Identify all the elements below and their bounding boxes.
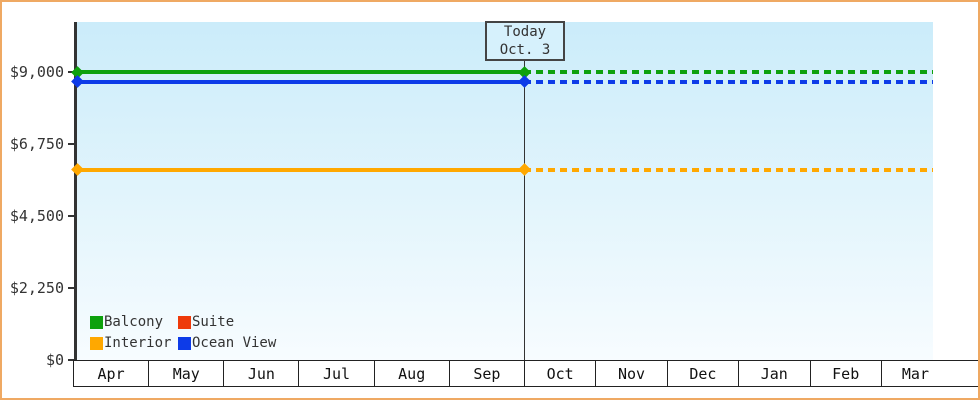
series-line-dashed-interior [524, 167, 933, 172]
y-tick-mark [68, 359, 76, 361]
month-cell-jun: Jun [224, 361, 300, 386]
legend-label: Interior [104, 335, 172, 351]
legend-item-ocean-view: Ocean View [178, 333, 276, 353]
y-tick-label: $0 [45, 351, 64, 369]
month-cell-mar: Mar [901, 364, 929, 383]
y-tick-label: $4,500 [9, 207, 64, 225]
legend-swatch-icon [178, 336, 191, 350]
month-cell-jan: Jan [739, 361, 811, 386]
legend-swatch-icon [178, 315, 191, 329]
legend-swatch-icon [90, 336, 103, 350]
y-tick-mark [68, 287, 76, 289]
x-axis-month-row: Apr May Jun Jul Aug Sep Oct Nov Dec Jan Feb Mar [73, 360, 978, 387]
month-cell-oct: Oct [525, 361, 597, 386]
today-label-line1: Today [503, 24, 547, 40]
y-tick-mark [68, 143, 76, 145]
legend-label: Suite [192, 314, 235, 330]
today-label-box: Today Oct. 3 [485, 21, 565, 61]
legend-swatch-icon [90, 315, 103, 329]
month-cell-feb: Feb [811, 361, 882, 386]
month-cell-sep: Sep [450, 361, 525, 386]
y-tick-label: $2,250 [9, 279, 64, 297]
series-line-solid-ocean-view [77, 79, 524, 84]
month-cell-apr: Apr [74, 361, 150, 386]
legend-label: Ocean View [192, 335, 277, 351]
series-line-solid-interior [77, 167, 524, 172]
month-cell-nov: Nov [596, 361, 668, 386]
legend: Balcony Suite Interior Ocean View [90, 312, 276, 353]
legend-item-interior: Interior [90, 333, 178, 353]
y-axis-line [74, 22, 77, 360]
legend-item-suite: Suite [178, 312, 276, 332]
plot-area [77, 22, 933, 360]
legend-item-balcony: Balcony [90, 312, 178, 332]
legend-label: Balcony [104, 314, 164, 330]
month-cell-aug: Aug [375, 361, 450, 386]
month-cell-jul: Jul [299, 361, 375, 386]
y-tick-label: $9,000 [9, 63, 64, 81]
series-line-solid-balcony [77, 70, 524, 74]
month-cell-may: May [149, 361, 225, 386]
month-cell-dec: Dec [668, 361, 740, 386]
y-tick-label: $6,750 [9, 135, 64, 153]
series-line-dashed-balcony [524, 70, 933, 74]
series-line-dashed-ocean-view [524, 79, 933, 84]
today-label-line2: Oct. 3 [499, 42, 551, 58]
y-tick-mark [68, 215, 76, 217]
today-line [524, 60, 525, 360]
